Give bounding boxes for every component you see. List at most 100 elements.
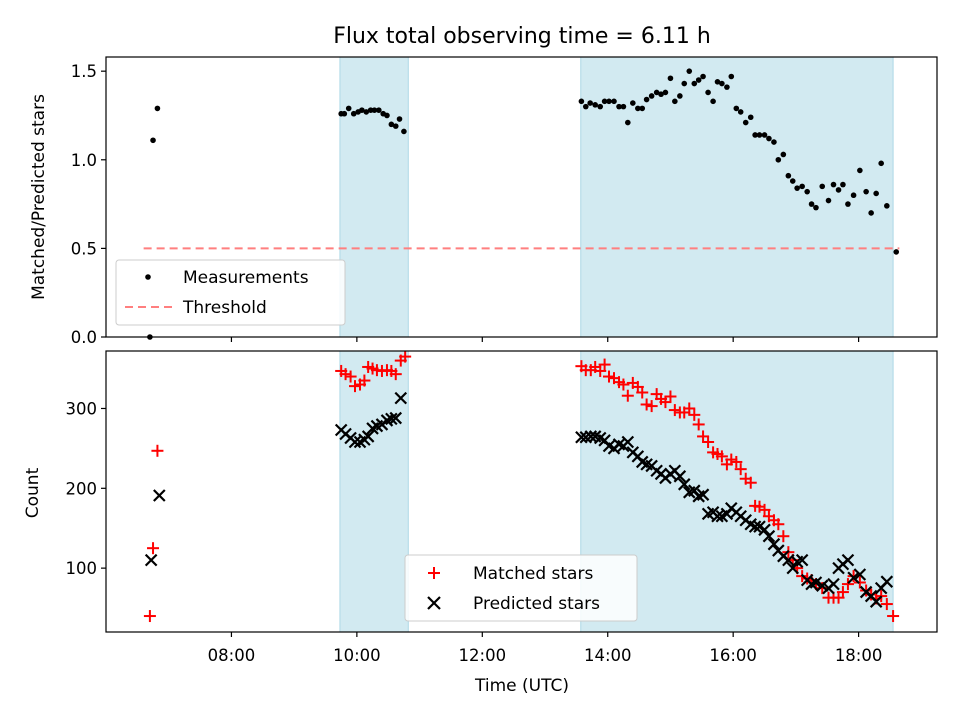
measurement-point <box>845 201 851 207</box>
measurement-point <box>643 96 650 103</box>
predicted-star-point <box>809 576 823 589</box>
matched-star-point <box>841 578 854 591</box>
bottom-y-axis-label: Count <box>23 467 43 518</box>
x-tick-label: 14:00 <box>584 646 632 665</box>
measurement-point <box>672 98 678 105</box>
measurement-point <box>601 98 608 105</box>
predicted-star-point <box>385 412 398 426</box>
legend-predicted-label: Predicted stars <box>473 594 600 614</box>
matched-star-point <box>358 374 371 387</box>
measurement-point <box>873 190 879 197</box>
x-tick-label: 08:00 <box>208 646 256 665</box>
matched-star-point <box>692 418 705 431</box>
bottom-x-axis: 08:00 10:00 12:00 14:00 16:00 18:00 <box>208 632 883 665</box>
matched-star-point <box>702 436 715 449</box>
matched-star-point <box>645 400 658 413</box>
measurement-point <box>893 249 900 255</box>
top-y-axis-label: Matched/Predicted stars <box>29 94 49 300</box>
top-panel: 0.0 0.5 1.0 1.5 Matched/Predicted stars Mea… <box>29 56 938 347</box>
measurement-point <box>639 105 646 112</box>
measurement-point <box>799 183 805 190</box>
measurement-point <box>719 80 725 87</box>
measurement-point <box>611 98 617 105</box>
measurement-point <box>681 80 688 87</box>
predicted-star-point <box>394 391 408 405</box>
top-legend-box <box>115 259 346 326</box>
measurement-point <box>766 135 772 142</box>
shaded-interval <box>339 350 409 633</box>
x-tick-label: 18:00 <box>835 646 883 665</box>
matched-star-point <box>147 542 160 555</box>
predicted-star-point <box>762 529 776 543</box>
measurement-point <box>710 98 716 105</box>
measurement-point <box>677 93 683 99</box>
predicted-star-point <box>767 537 781 551</box>
x-tick-label: 16:00 <box>709 646 757 665</box>
measurement-point <box>742 119 749 126</box>
measurement-point <box>350 110 357 117</box>
matched-star-point <box>730 455 743 468</box>
measurement-point <box>825 197 832 204</box>
predicted-star-point <box>696 488 710 501</box>
measurement-point <box>620 103 627 110</box>
matched-star-point <box>664 390 677 403</box>
measurement-point <box>775 156 782 163</box>
measurement-point <box>597 103 604 110</box>
measurement-point <box>756 132 763 138</box>
measurement-point <box>582 103 589 110</box>
matched-star-point <box>151 444 164 457</box>
predicted-star-point <box>361 430 375 443</box>
predicted-star-point <box>880 575 894 588</box>
measurement-point <box>630 100 636 106</box>
bottom-plot-frame <box>105 350 938 633</box>
predicted-star-point <box>853 568 867 581</box>
legend-matched-label: Matched stars <box>473 564 593 584</box>
measurement-point <box>771 139 777 145</box>
measurement-point <box>835 187 842 193</box>
measurement-point <box>857 167 863 174</box>
measurement-point <box>359 107 365 113</box>
measurement-point <box>658 91 664 98</box>
matched-star-point <box>688 408 701 421</box>
predicted-star-point <box>621 435 635 449</box>
measurement-point <box>695 77 702 83</box>
measurement-point <box>878 160 884 167</box>
measurement-point <box>616 103 622 110</box>
top-y-tick-label: 0.5 <box>71 239 97 258</box>
measurement-point <box>794 185 800 191</box>
predicted-star-point <box>153 489 166 502</box>
measurement-point <box>761 132 768 138</box>
matched-star-point <box>758 503 771 516</box>
measurement-point <box>789 178 796 184</box>
matched-star-point <box>621 389 634 402</box>
predicted-star-point <box>389 411 403 425</box>
matched-star-point <box>348 380 361 393</box>
matched-star-point <box>594 364 607 377</box>
matched-star-point <box>598 358 611 371</box>
measurement-point <box>363 109 370 115</box>
measurement-point <box>606 98 612 105</box>
measurement-point <box>737 109 744 115</box>
predicted-star-point <box>758 523 771 537</box>
shaded-interval <box>339 56 409 338</box>
matched-star-point <box>143 610 156 623</box>
measurement-point <box>785 172 792 179</box>
predicted-star-point <box>711 509 724 523</box>
measurement-point <box>813 204 819 211</box>
matched-star-point <box>602 370 615 383</box>
measurement-point <box>724 84 730 90</box>
matched-star-point <box>744 476 757 489</box>
top-plot-frame <box>105 56 938 338</box>
measurement-point <box>578 98 585 105</box>
matched-star-point <box>816 582 829 595</box>
measurement-point <box>392 123 399 129</box>
measurement-point <box>154 105 161 112</box>
top-y-tick-label: 1.5 <box>71 62 97 81</box>
measurement-point <box>808 201 815 207</box>
measurement-point <box>345 105 352 112</box>
legend-measurements-label: Measurements <box>183 268 309 288</box>
matched-star-point <box>339 368 352 381</box>
measurement-point <box>819 183 826 190</box>
predicted-star-point <box>869 595 883 608</box>
